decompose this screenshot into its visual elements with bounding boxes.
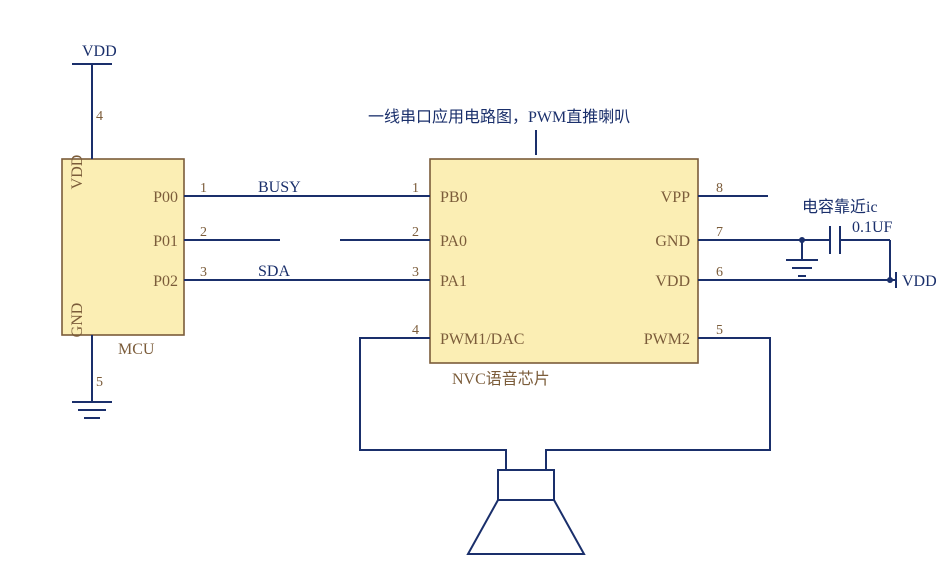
nvc-rpin6-name: VDD (655, 273, 690, 290)
vdd-right-label: VDD (902, 273, 937, 290)
net-sda-label: SDA (258, 263, 290, 280)
nvc-rpin8-num: 8 (716, 181, 723, 196)
gnd-symbol-mcu (72, 402, 112, 418)
nvc-rpin5-num: 5 (716, 323, 723, 338)
nvc-lpin1-num: 1 (412, 181, 419, 196)
mcu-pin3-name: P02 (153, 273, 178, 290)
mcu-bot-pin-name: GND (69, 303, 86, 338)
mcu-pin1-name: P00 (153, 189, 178, 206)
gnd-symbol-right (786, 260, 818, 276)
nvc-rpin5-name: PWM2 (644, 331, 690, 348)
speaker-icon (468, 470, 584, 554)
nvc-lpin2-num: 2 (412, 225, 419, 240)
junction-vdd (887, 277, 893, 283)
mcu-pin2-name: P01 (153, 233, 178, 250)
vdd-top-label: VDD (82, 43, 117, 60)
net-busy-label: BUSY (258, 179, 301, 196)
mcu-pin3-num: 3 (200, 265, 207, 280)
capacitor (830, 226, 840, 254)
mcu-pin5-num: 5 (96, 375, 103, 390)
mcu-pin4-num: 4 (96, 109, 103, 124)
nvc-lpin4-num: 4 (412, 323, 419, 338)
mcu-top-pin-name: VDD (69, 155, 86, 190)
cap-note-label: 电容靠近ic (802, 198, 878, 216)
nvc-lpin4-name: PWM1/DAC (440, 331, 524, 348)
mcu-pin1-num: 1 (200, 181, 207, 196)
nvc-rpin7-name: GND (655, 233, 690, 250)
nvc-rpin8-name: VPP (661, 189, 690, 206)
nvc-rpin7-num: 7 (716, 225, 723, 240)
nvc-lpin1-name: PB0 (440, 189, 468, 206)
mcu-pin2-num: 2 (200, 225, 207, 240)
nvc-lpin3-name: PA1 (440, 273, 467, 290)
nvc-rpin6-num: 6 (716, 265, 723, 280)
schematic-title: 一线串口应用电路图，PWM直推喇叭 (368, 107, 630, 126)
nvc-lpin3-num: 3 (412, 265, 419, 280)
mcu-name-label: MCU (118, 341, 155, 358)
nvc-name-label: NVC语音芯片 (452, 370, 550, 388)
cap-value-label: 0.1UF (852, 219, 893, 236)
nvc-lpin2-name: PA0 (440, 233, 467, 250)
